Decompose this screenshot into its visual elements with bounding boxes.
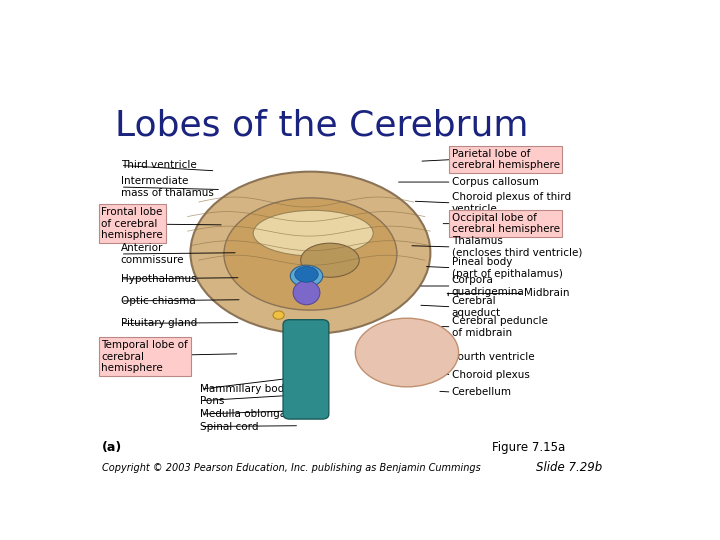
Text: Third ventricle: Third ventricle bbox=[121, 160, 197, 171]
Text: Cerebral peduncle
of midbrain: Cerebral peduncle of midbrain bbox=[451, 316, 547, 338]
Text: Choroid plexus of third
ventricle: Choroid plexus of third ventricle bbox=[451, 192, 571, 214]
Ellipse shape bbox=[253, 211, 373, 256]
Text: Cerebral
aqueduct: Cerebral aqueduct bbox=[451, 296, 500, 318]
Ellipse shape bbox=[190, 172, 431, 334]
Ellipse shape bbox=[356, 318, 459, 387]
Ellipse shape bbox=[294, 266, 318, 282]
Ellipse shape bbox=[293, 281, 320, 305]
Text: Midbrain: Midbrain bbox=[524, 288, 570, 299]
Ellipse shape bbox=[290, 265, 323, 287]
Text: Copyright © 2003 Pearson Education, Inc. publishing as Benjamin Cummings: Copyright © 2003 Pearson Education, Inc.… bbox=[102, 463, 481, 474]
Text: Pituitary gland: Pituitary gland bbox=[121, 319, 197, 328]
Text: Anterior
commissure: Anterior commissure bbox=[121, 243, 184, 265]
Ellipse shape bbox=[273, 311, 284, 319]
Text: Choroid plexus: Choroid plexus bbox=[451, 369, 529, 380]
Text: Pons: Pons bbox=[200, 396, 225, 406]
Text: Pineal body
(part of epithalamus): Pineal body (part of epithalamus) bbox=[451, 257, 562, 279]
Text: Figure 7.15a: Figure 7.15a bbox=[492, 441, 565, 454]
Text: Occipital lobe of
cerebral hemisphere: Occipital lobe of cerebral hemisphere bbox=[451, 213, 559, 234]
Text: Spinal cord: Spinal cord bbox=[200, 422, 259, 431]
Text: Medulla oblongata: Medulla oblongata bbox=[200, 409, 297, 419]
Text: Thalamus
(encloses third ventricle): Thalamus (encloses third ventricle) bbox=[451, 236, 582, 258]
Text: Fourth ventricle: Fourth ventricle bbox=[451, 352, 534, 362]
Text: Intermediate
mass of thalamus: Intermediate mass of thalamus bbox=[121, 176, 214, 198]
Ellipse shape bbox=[224, 198, 397, 310]
Text: Mammillary body: Mammillary body bbox=[200, 384, 291, 394]
FancyBboxPatch shape bbox=[283, 320, 329, 419]
Text: Lobes of the Cerebrum: Lobes of the Cerebrum bbox=[115, 109, 528, 143]
Text: Corpora
quadrigemina: Corpora quadrigemina bbox=[451, 275, 524, 297]
Ellipse shape bbox=[301, 243, 359, 277]
Text: Parietal lobe of
cerebral hemisphere: Parietal lobe of cerebral hemisphere bbox=[451, 149, 559, 171]
Text: Hypothalamus: Hypothalamus bbox=[121, 274, 197, 284]
Text: Temporal lobe of
cerebral
hemisphere: Temporal lobe of cerebral hemisphere bbox=[101, 340, 188, 373]
Text: Corpus callosum: Corpus callosum bbox=[451, 177, 539, 187]
Text: (a): (a) bbox=[102, 441, 122, 454]
Text: Slide 7.29b: Slide 7.29b bbox=[536, 462, 603, 475]
Text: Optic chiasma: Optic chiasma bbox=[121, 296, 195, 306]
Text: Frontal lobe
of cerebral
hemisphere: Frontal lobe of cerebral hemisphere bbox=[101, 207, 163, 240]
Text: Cerebellum: Cerebellum bbox=[451, 387, 512, 397]
